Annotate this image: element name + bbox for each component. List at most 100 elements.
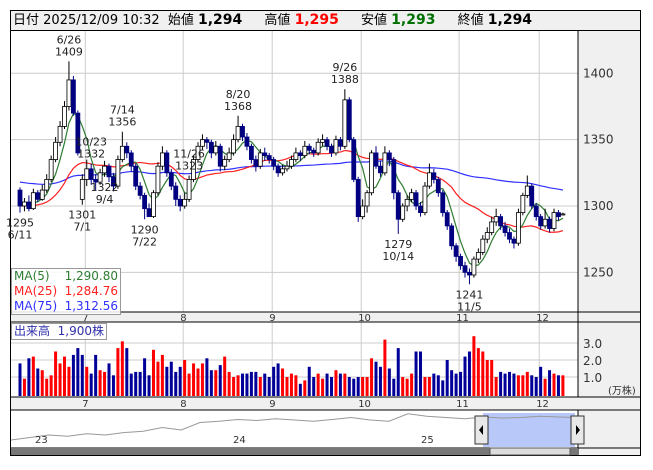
volume-bar[interactable] <box>334 370 338 396</box>
candle[interactable] <box>111 172 116 192</box>
volume-bar[interactable] <box>218 365 222 396</box>
volume-bar[interactable] <box>63 356 66 396</box>
candle[interactable] <box>315 138 321 156</box>
candle[interactable] <box>364 190 370 213</box>
candle[interactable] <box>289 155 294 169</box>
volume-bar[interactable] <box>129 373 133 396</box>
candle[interactable] <box>155 162 161 196</box>
candle[interactable] <box>115 155 121 189</box>
volume-bar[interactable] <box>414 351 418 397</box>
volume-bar[interactable] <box>49 375 53 396</box>
candle[interactable] <box>351 136 357 183</box>
volume-bar[interactable] <box>405 378 409 396</box>
volume-bar[interactable] <box>58 363 62 396</box>
volume-bar[interactable] <box>125 348 129 396</box>
candle[interactable] <box>93 174 99 191</box>
candle[interactable] <box>280 164 285 176</box>
candle[interactable] <box>200 134 205 151</box>
candle[interactable] <box>62 101 67 130</box>
volume-bar[interactable] <box>18 363 22 396</box>
volume-bar[interactable] <box>432 373 436 396</box>
candle[interactable] <box>97 168 103 185</box>
volume-bar[interactable] <box>490 360 494 396</box>
volume-bar[interactable] <box>165 366 169 396</box>
volume-bar[interactable] <box>374 361 378 396</box>
volume-bar[interactable] <box>263 373 267 396</box>
volume-bar[interactable] <box>378 366 382 396</box>
volume-bar[interactable] <box>111 375 115 396</box>
candle[interactable] <box>422 182 428 216</box>
volume-bar[interactable] <box>312 377 316 396</box>
candle[interactable] <box>186 175 192 203</box>
volume-bar[interactable] <box>441 380 445 396</box>
candle[interactable] <box>320 134 326 147</box>
candle[interactable] <box>471 256 477 278</box>
candle[interactable] <box>248 143 254 164</box>
candle[interactable] <box>240 123 245 141</box>
candle[interactable] <box>26 195 32 212</box>
volume-bar[interactable] <box>552 373 556 396</box>
candle[interactable] <box>453 243 459 262</box>
volume-bar[interactable] <box>392 378 396 396</box>
volume-bar[interactable] <box>276 363 280 396</box>
candle[interactable] <box>271 156 277 171</box>
candle[interactable] <box>529 183 535 209</box>
volume-bar[interactable] <box>423 377 427 396</box>
candle[interactable] <box>462 261 468 278</box>
candle[interactable] <box>489 216 495 236</box>
candle[interactable] <box>547 216 552 233</box>
volume-bar[interactable] <box>543 378 547 396</box>
candle[interactable] <box>355 176 361 222</box>
volume-bar[interactable] <box>160 354 164 396</box>
volume-bar[interactable] <box>178 366 182 396</box>
volume-bar[interactable] <box>427 377 431 396</box>
volume-bar[interactable] <box>192 363 196 396</box>
candle[interactable] <box>520 192 526 216</box>
candle[interactable] <box>409 188 415 203</box>
volume-bar[interactable] <box>485 360 489 396</box>
candle[interactable] <box>284 160 290 172</box>
candle[interactable] <box>306 143 312 155</box>
volume-bar[interactable] <box>383 339 387 396</box>
candle[interactable] <box>57 121 63 147</box>
candle[interactable] <box>84 159 90 187</box>
volume-bar[interactable] <box>548 370 552 396</box>
volume-bar[interactable] <box>22 378 26 396</box>
volume-bar[interactable] <box>254 371 258 396</box>
volume-bar[interactable] <box>232 377 236 396</box>
candle[interactable] <box>333 135 339 156</box>
candle[interactable] <box>493 208 499 226</box>
volume-bar[interactable] <box>338 373 342 396</box>
volume-bar[interactable] <box>214 370 218 396</box>
candle[interactable] <box>386 150 392 167</box>
volume-bar[interactable] <box>183 360 187 396</box>
volume-bar[interactable] <box>209 370 213 396</box>
volume-bar[interactable] <box>27 358 31 396</box>
volume-bar[interactable] <box>223 356 227 396</box>
volume-bar[interactable] <box>401 377 405 396</box>
volume-bar[interactable] <box>76 348 80 396</box>
volume-bar[interactable] <box>143 358 147 396</box>
candle[interactable] <box>404 195 410 212</box>
candle[interactable] <box>533 203 539 221</box>
candle[interactable] <box>342 89 348 149</box>
volume-bar[interactable] <box>85 366 89 396</box>
candle[interactable] <box>378 160 383 177</box>
candle[interactable] <box>542 208 548 229</box>
volume-bar[interactable] <box>205 358 209 396</box>
candle[interactable] <box>413 190 419 210</box>
candle[interactable] <box>119 131 125 163</box>
volume-bar[interactable] <box>347 377 351 396</box>
candle[interactable] <box>484 227 490 244</box>
volume-bar[interactable] <box>200 363 204 396</box>
volume-bar[interactable] <box>298 383 302 396</box>
volume-bar[interactable] <box>321 378 325 396</box>
volume-bar[interactable] <box>512 373 516 396</box>
volume-bar[interactable] <box>343 373 347 396</box>
volume-bar[interactable] <box>267 377 271 396</box>
candle[interactable] <box>346 97 352 143</box>
scrollbar-track[interactable] <box>11 448 578 455</box>
volume-bar[interactable] <box>410 373 414 396</box>
volume-bar[interactable] <box>36 368 40 397</box>
volume-bar[interactable] <box>89 373 93 396</box>
